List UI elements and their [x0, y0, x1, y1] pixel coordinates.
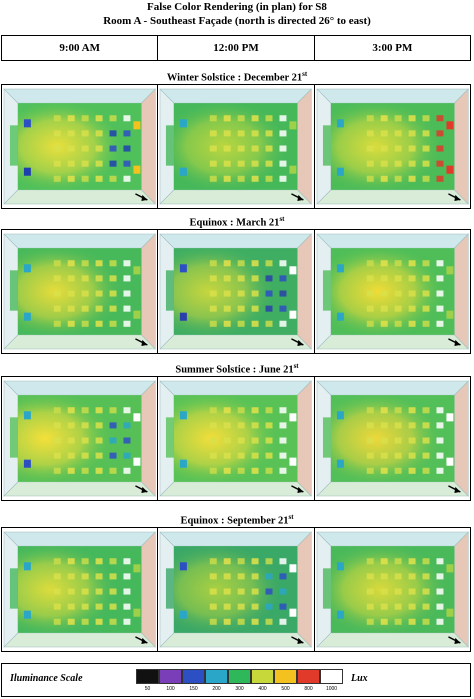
scale-tick-label: 1000 — [325, 686, 338, 692]
rendering-row-equinox-march — [1, 229, 471, 354]
rendering-row-winter-solstice — [1, 84, 471, 209]
rendering-equinox-september-12pm — [158, 528, 315, 651]
scale-swatch — [251, 669, 274, 684]
rendering-row-equinox-september — [1, 527, 471, 652]
scale-tick-label: 200 — [212, 686, 221, 692]
scale-swatch — [297, 669, 320, 684]
false-color-plan-image — [159, 233, 313, 350]
season-title-equinox-september: Equinox : September 21st — [0, 513, 474, 527]
rendering-equinox-march-9am — [2, 230, 159, 353]
scale-tick-label: 150 — [189, 686, 198, 692]
time-header-row: 9:00 AM 12:00 PM 3:00 PM — [1, 35, 471, 61]
scale-tick-label: 300 — [235, 686, 244, 692]
scale-tick-label: 400 — [258, 686, 267, 692]
time-header-12pm: 12:00 PM — [158, 36, 315, 60]
rendering-equinox-september-9am — [2, 528, 159, 651]
scale-tick-label: 100 — [166, 686, 175, 692]
false-color-plan-image — [316, 531, 469, 648]
scale-tick-label: 50 — [144, 686, 151, 692]
false-color-plan-image — [159, 88, 313, 205]
scale-tick-label: 800 — [304, 686, 313, 692]
season-title-suffix: st — [279, 215, 285, 223]
season-title-summer-solstice: Summer Solstice : June 21st — [0, 362, 474, 376]
time-header-9am: 9:00 AM — [2, 36, 159, 60]
rendering-summer-solstice-12pm — [158, 377, 315, 500]
false-color-plan-image — [316, 233, 469, 350]
season-title-winter-solstice: Winter Solstice : December 21st — [0, 70, 474, 84]
season-title-suffix: st — [293, 362, 299, 370]
season-title-text: Summer Solstice : June 21 — [175, 364, 294, 376]
season-title-equinox-march: Equinox : March 21st — [0, 215, 474, 229]
false-color-plan-image — [3, 88, 156, 205]
title-line-2: Room A - Southeast Façade (north is dire… — [103, 15, 371, 27]
false-color-plan-image — [3, 380, 156, 497]
rendering-summer-solstice-9am — [2, 377, 159, 500]
season-title-text: Equinox : September 21 — [180, 515, 289, 527]
rendering-equinox-march-3pm — [315, 230, 470, 353]
season-title-text: Winter Solstice : December 21 — [166, 72, 303, 84]
false-color-plan-image — [159, 531, 313, 648]
scale-swatch — [228, 669, 251, 684]
false-color-plan-image — [159, 380, 313, 497]
scale-unit: Lux — [351, 673, 368, 684]
scale-ticks: 50 100 150 200 300 400 500 800 1000 — [136, 686, 343, 695]
scale-swatch — [205, 669, 228, 684]
scale-tick-label: 500 — [281, 686, 290, 692]
season-title-suffix: st — [302, 70, 308, 78]
rendering-equinox-march-12pm — [158, 230, 315, 353]
scale-swatch — [159, 669, 182, 684]
false-color-plan-image — [3, 531, 156, 648]
false-color-plan-image — [316, 88, 469, 205]
rendering-winter-solstice-12pm — [158, 85, 315, 208]
scale-label: Iluminance Scale — [10, 673, 83, 684]
false-color-plan-image — [3, 233, 156, 350]
scale-swatch — [274, 669, 297, 684]
rendering-row-summer-solstice — [1, 376, 471, 501]
time-header-3pm: 3:00 PM — [372, 42, 413, 54]
season-title-suffix: st — [288, 513, 294, 521]
title-line-1: False Color Rendering (in plan) for S8 — [147, 1, 327, 13]
scale-swatches — [136, 669, 343, 684]
season-title-text: Equinox : March 21 — [189, 217, 280, 229]
rendering-equinox-september-3pm — [315, 528, 470, 651]
scale-swatch — [320, 669, 343, 684]
rendering-winter-solstice-3pm — [315, 85, 470, 208]
illuminance-scale: Iluminance Scale 50 100 150 200 300 400 500 800… — [1, 663, 471, 697]
false-color-plan-image — [316, 380, 469, 497]
scale-swatch — [182, 669, 205, 684]
rendering-winter-solstice-9am — [2, 85, 159, 208]
scale-swatch — [136, 669, 159, 684]
rendering-summer-solstice-3pm — [315, 377, 470, 500]
